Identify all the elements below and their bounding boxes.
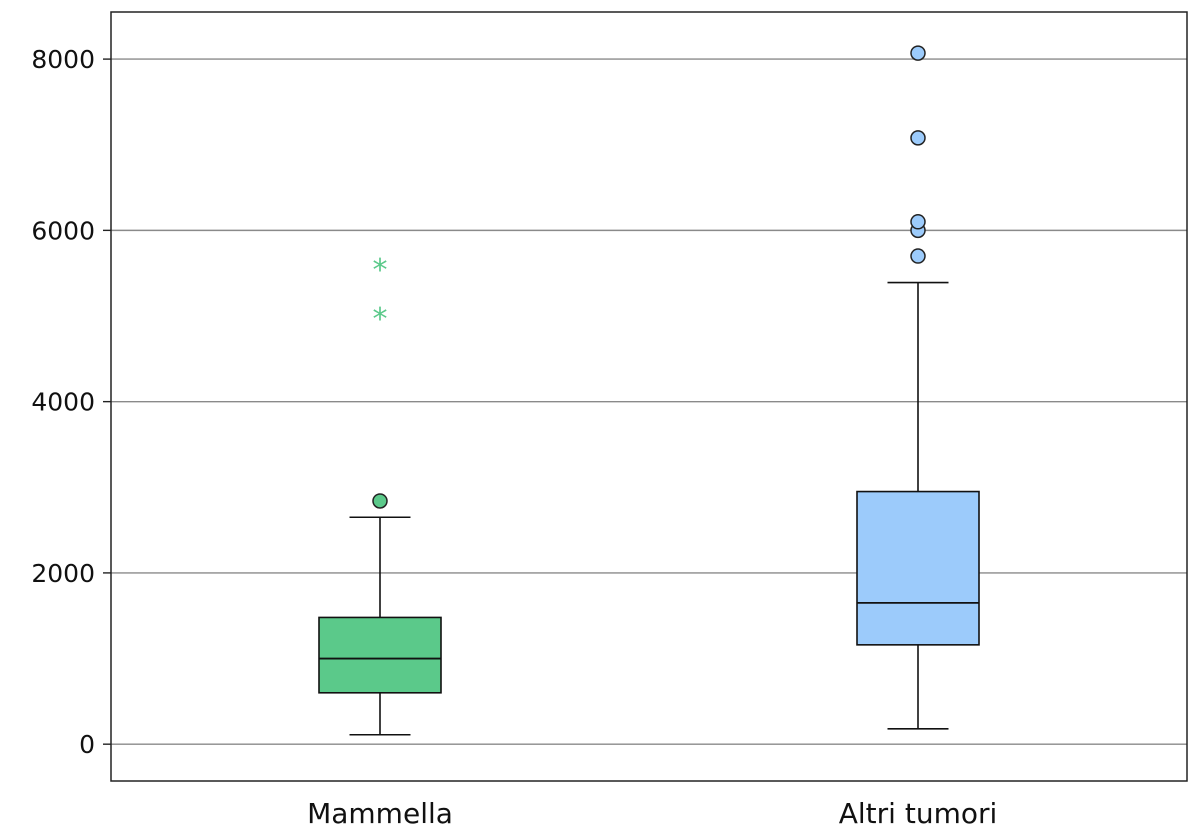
box-group-1 [856, 45, 980, 730]
y-tick-label: 0 [79, 730, 95, 759]
y-tick-label: 8000 [31, 45, 95, 74]
boxes-layer: ** [318, 45, 980, 736]
extreme-point: * [373, 302, 388, 337]
y-tick-label: 4000 [31, 388, 95, 417]
y-tick-label: 2000 [31, 559, 95, 588]
x-category-label: Mammella [307, 797, 453, 829]
box-group-0: ** [318, 253, 442, 736]
x-category-label: Altri tumori [839, 797, 998, 829]
outlier-point [372, 493, 388, 509]
outlier-point [910, 214, 926, 230]
outlier-point [910, 45, 926, 61]
extreme-point: * [373, 253, 388, 288]
iqr-box [318, 616, 442, 694]
y-axis-ticks: 0 2000 4000 6000 8000 [31, 45, 111, 759]
y-tick-label: 6000 [31, 216, 95, 245]
plot-frame [110, 11, 1188, 782]
iqr-box [856, 490, 980, 646]
outlier-point [910, 130, 926, 146]
outlier-point [910, 248, 926, 264]
x-axis-labels: Mammella Altri tumori [307, 797, 997, 829]
gridlines [111, 58, 1187, 745]
